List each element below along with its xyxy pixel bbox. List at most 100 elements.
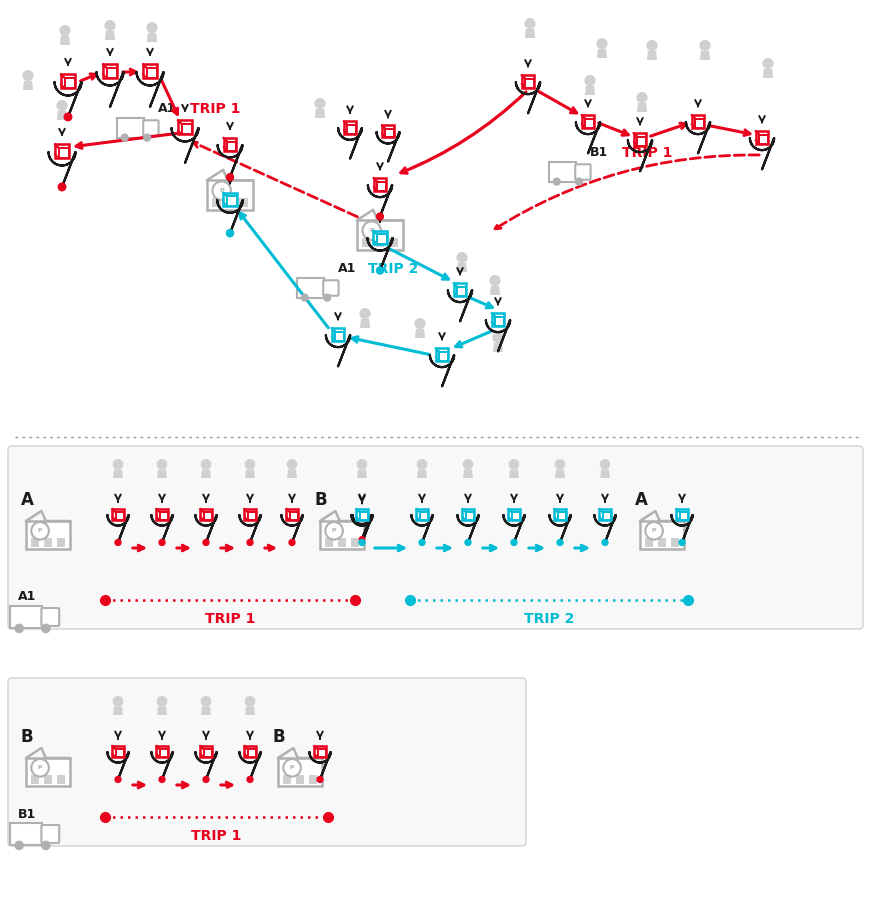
Polygon shape xyxy=(54,82,81,117)
Polygon shape xyxy=(136,72,164,107)
Polygon shape xyxy=(411,515,432,543)
FancyBboxPatch shape xyxy=(640,521,684,549)
Circle shape xyxy=(301,294,308,302)
Polygon shape xyxy=(113,470,123,478)
Bar xyxy=(113,508,123,520)
Polygon shape xyxy=(647,51,657,60)
Polygon shape xyxy=(486,320,510,351)
Bar xyxy=(389,238,398,248)
FancyBboxPatch shape xyxy=(550,162,577,182)
Circle shape xyxy=(59,184,66,191)
Polygon shape xyxy=(525,29,535,38)
Polygon shape xyxy=(448,290,472,321)
Circle shape xyxy=(326,522,343,540)
Polygon shape xyxy=(368,238,393,271)
Polygon shape xyxy=(195,515,216,543)
Circle shape xyxy=(599,459,611,470)
Circle shape xyxy=(457,252,467,263)
Polygon shape xyxy=(287,470,297,478)
Circle shape xyxy=(213,181,231,200)
Circle shape xyxy=(113,696,123,706)
Polygon shape xyxy=(108,752,129,779)
Bar xyxy=(374,178,387,191)
Text: B: B xyxy=(273,728,285,746)
Polygon shape xyxy=(218,145,242,177)
Circle shape xyxy=(415,318,425,329)
Polygon shape xyxy=(700,51,710,60)
Text: TRIP 2: TRIP 2 xyxy=(524,612,574,626)
Bar xyxy=(44,538,52,547)
Polygon shape xyxy=(245,706,255,715)
Circle shape xyxy=(465,539,471,545)
Bar xyxy=(671,538,679,547)
Bar xyxy=(756,131,768,144)
FancyBboxPatch shape xyxy=(298,278,325,298)
Bar xyxy=(436,348,448,361)
Circle shape xyxy=(42,842,50,850)
Bar xyxy=(344,122,356,133)
Polygon shape xyxy=(585,86,595,95)
Polygon shape xyxy=(353,515,371,539)
FancyBboxPatch shape xyxy=(117,119,144,138)
Polygon shape xyxy=(457,263,467,272)
FancyBboxPatch shape xyxy=(10,606,42,628)
Bar xyxy=(356,508,368,520)
Circle shape xyxy=(287,459,298,470)
Polygon shape xyxy=(493,343,503,352)
Polygon shape xyxy=(628,140,652,171)
Bar xyxy=(362,238,370,248)
Polygon shape xyxy=(516,82,540,113)
FancyBboxPatch shape xyxy=(278,758,322,786)
Bar xyxy=(492,313,504,326)
Bar xyxy=(357,509,367,519)
Polygon shape xyxy=(415,329,425,338)
Text: A: A xyxy=(21,491,34,509)
Polygon shape xyxy=(172,128,199,163)
Circle shape xyxy=(576,178,583,185)
Bar xyxy=(283,775,291,784)
Bar xyxy=(157,746,167,757)
Circle shape xyxy=(113,459,123,470)
Bar xyxy=(223,138,236,151)
Text: B: B xyxy=(21,728,33,746)
Circle shape xyxy=(15,625,24,633)
Circle shape xyxy=(203,777,209,782)
Text: A1: A1 xyxy=(158,103,177,115)
Circle shape xyxy=(157,459,167,470)
Polygon shape xyxy=(463,470,472,478)
Circle shape xyxy=(64,113,72,121)
Circle shape xyxy=(555,459,565,470)
Text: A1: A1 xyxy=(18,590,37,604)
Polygon shape xyxy=(282,515,303,543)
Circle shape xyxy=(524,18,536,29)
Bar xyxy=(314,746,326,757)
Circle shape xyxy=(247,539,253,545)
Text: P: P xyxy=(220,188,224,194)
Text: TRIP 1: TRIP 1 xyxy=(192,829,242,843)
Polygon shape xyxy=(310,752,331,779)
Bar xyxy=(57,538,65,547)
Circle shape xyxy=(636,92,648,104)
Circle shape xyxy=(157,696,167,706)
Circle shape xyxy=(553,178,560,185)
FancyBboxPatch shape xyxy=(8,446,863,629)
Polygon shape xyxy=(750,138,774,169)
Polygon shape xyxy=(360,319,370,328)
Circle shape xyxy=(360,308,371,320)
Bar xyxy=(57,775,65,784)
Circle shape xyxy=(115,777,121,782)
Circle shape xyxy=(359,539,365,545)
Polygon shape xyxy=(23,81,33,90)
Circle shape xyxy=(597,38,607,50)
Text: P: P xyxy=(38,765,42,770)
Circle shape xyxy=(557,539,563,545)
Circle shape xyxy=(602,539,608,545)
Circle shape xyxy=(284,759,301,777)
Polygon shape xyxy=(368,185,392,216)
Bar xyxy=(599,508,611,520)
Bar xyxy=(31,775,39,784)
FancyBboxPatch shape xyxy=(320,521,364,549)
Polygon shape xyxy=(338,128,362,158)
Circle shape xyxy=(376,267,383,274)
Bar xyxy=(309,775,317,784)
